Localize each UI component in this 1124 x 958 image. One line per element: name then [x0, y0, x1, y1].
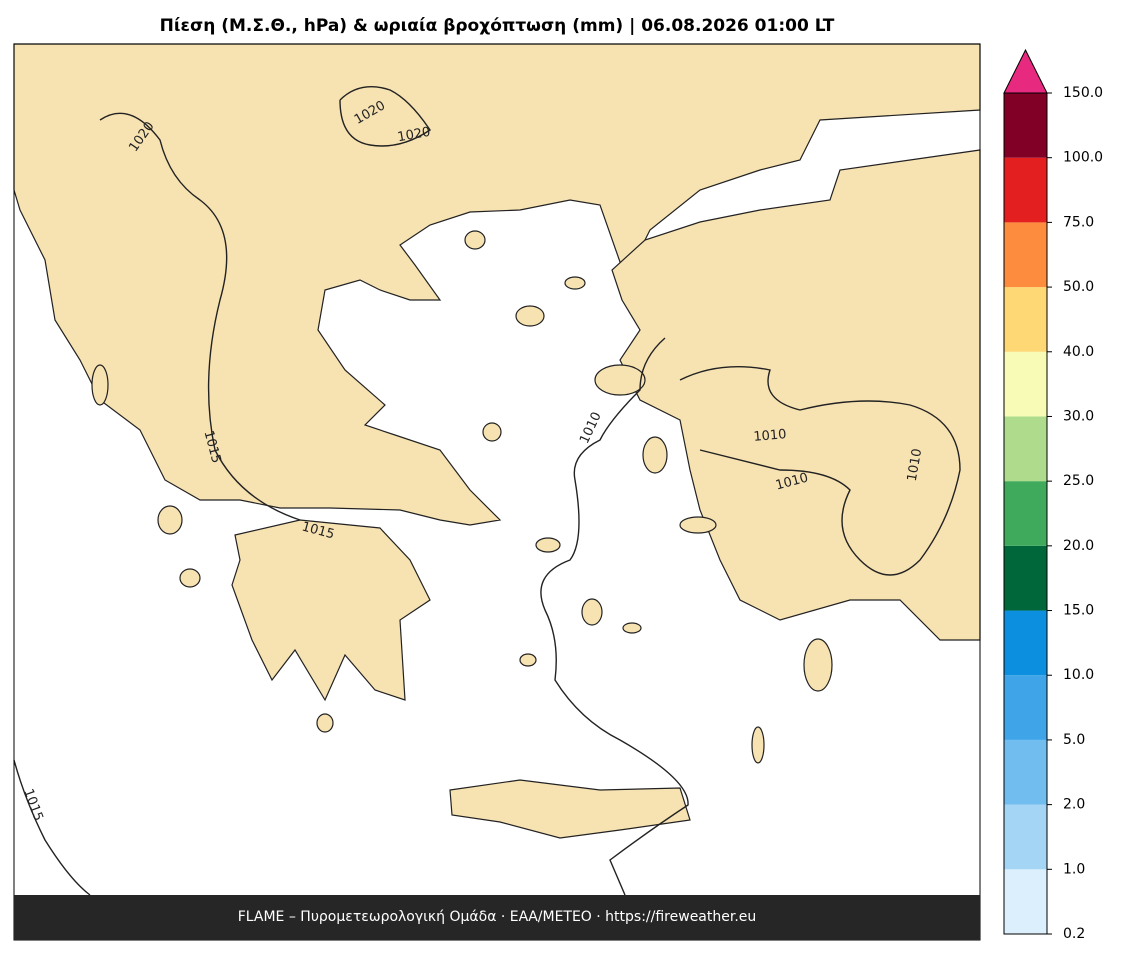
crete [449, 779, 691, 839]
footer-bar [14, 895, 980, 940]
island [564, 276, 586, 290]
colorbar-extend [1003, 48, 1048, 94]
isobar [339, 86, 431, 147]
island [594, 364, 646, 396]
colorbar-segment [1004, 804, 1047, 870]
colorbar-tick-label: 100.0 [1063, 150, 1103, 166]
isobars [13, 86, 961, 896]
island [157, 505, 183, 535]
island [91, 364, 109, 406]
isobar [540, 337, 689, 896]
island [519, 653, 537, 667]
colorbar-segment [1004, 481, 1047, 546]
colorbar-tick-label: 20.0 [1063, 538, 1094, 554]
colorbar-segment [1004, 351, 1047, 417]
colorbar-tick-label: 25.0 [1063, 473, 1094, 489]
colorbar-segment [1004, 222, 1047, 288]
colorbar-segment [1004, 869, 1047, 934]
island [464, 230, 486, 250]
colorbar-segment [1004, 93, 1047, 158]
colorbar-tick-label: 40.0 [1063, 344, 1094, 360]
colorbar-tick-label: 150.0 [1063, 85, 1103, 101]
colorbar-tick-label: 10.0 [1063, 667, 1094, 683]
island [803, 638, 833, 692]
island [751, 726, 765, 764]
colorbar-segment [1004, 545, 1047, 611]
land [13, 43, 981, 839]
island [642, 436, 668, 474]
colorbar-segment [1004, 287, 1047, 352]
island [482, 422, 502, 442]
colorbar-tick-label: 30.0 [1063, 408, 1094, 424]
colorbar-segment [1004, 739, 1047, 805]
isobar-label: 1010 [753, 427, 787, 445]
colorbar-tick-label: 1.0 [1063, 861, 1085, 877]
island [622, 622, 642, 634]
island [515, 305, 545, 327]
isobar [13, 759, 91, 896]
isobar [99, 112, 301, 521]
colorbar-tick-label: 0.2 [1063, 926, 1085, 942]
island [179, 568, 201, 588]
isobar-label: 1020 [396, 125, 431, 146]
colorbar-tick-label: 75.0 [1063, 214, 1094, 230]
isobar [679, 366, 961, 576]
island [316, 713, 334, 733]
colorbar: 0.2 1.0 2.0 5.0 10.0 15.0 20.0 25.0 30.0 40.0 50.0… [1003, 48, 1103, 942]
colorbar-segment [1004, 416, 1047, 482]
peloponnese [231, 519, 431, 702]
colorbar-tick-label: 50.0 [1063, 279, 1094, 295]
island [581, 598, 603, 626]
island [679, 516, 717, 534]
colorbar-tick-label: 2.0 [1063, 797, 1085, 813]
colorbar-tick-label: 15.0 [1063, 603, 1094, 619]
isobar-label: 1010 [905, 447, 926, 482]
island [535, 537, 561, 553]
colorbar-tick-label: 5.0 [1063, 732, 1085, 748]
title: Πίεση (Μ.Σ.Θ., hPa) & ωριαία βροχόπτωση … [160, 16, 835, 36]
colorbar-segment [1004, 157, 1047, 223]
colorbar-segment [1004, 610, 1047, 676]
footer-text: FLAME – Πυρομετεωρολογική Ομάδα · ΕΑΑ/ME… [238, 909, 757, 925]
colorbar-frame [1003, 92, 1048, 935]
colorbar-segment [1004, 675, 1047, 740]
